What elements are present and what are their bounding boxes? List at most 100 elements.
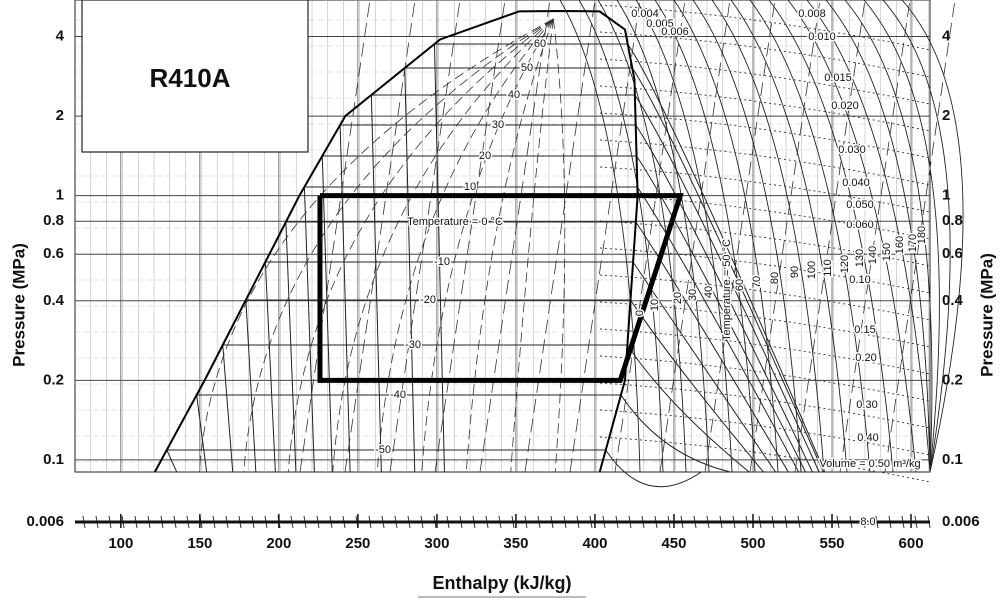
x-tick-label: 350 — [503, 535, 528, 552]
curve-label: 0.008 — [798, 8, 826, 20]
x-tick-label: 600 — [899, 535, 924, 552]
curve-label: 140 — [867, 246, 879, 264]
isotherm — [245, 299, 764, 473]
curve-label: 10 — [464, 181, 476, 193]
curve-label: 0.10 — [849, 274, 870, 286]
isentrope — [344, 0, 416, 473]
vapor-isotherm — [673, 0, 779, 473]
isentrope — [749, 0, 821, 473]
curve-label: 0.004 — [631, 8, 659, 20]
quality-line — [243, 18, 554, 473]
x-tick-label: 150 — [187, 535, 212, 552]
curve-label: 180 — [916, 226, 928, 244]
y-tick-label-right: 0.8 — [942, 212, 963, 229]
x-tick-label: 450 — [661, 535, 686, 552]
isotherm — [264, 261, 776, 473]
isolines — [75, 0, 964, 529]
y-tick-label: 0.2 — [43, 371, 64, 388]
y-tick-label-right: 0.006 — [942, 513, 980, 530]
vapor-isotherm — [768, 0, 894, 473]
curve-label: -40 — [390, 389, 406, 401]
quality-line — [332, 18, 554, 473]
curve-label: 40 — [703, 286, 715, 298]
y-tick-label-right: 1 — [942, 187, 950, 204]
isotherm — [339, 124, 813, 473]
curve-label: Volume = 0.50 m³/kg — [819, 458, 920, 470]
y-axis-label: Pressure (MPa) — [9, 243, 28, 367]
curve-label: -20 — [420, 294, 436, 306]
curve-label: -30 — [405, 339, 421, 351]
curve-label: 40 — [508, 89, 520, 101]
volume-line — [599, 85, 931, 132]
isentrope — [479, 0, 551, 473]
curve-label: 0.006 — [661, 26, 689, 38]
quality-line — [552, 18, 566, 473]
curve-label: 0.050 — [846, 199, 874, 211]
x-tick-label: 200 — [266, 535, 291, 552]
vapor-isotherm — [844, 0, 933, 473]
curve-label: 0.020 — [831, 100, 859, 112]
vapor-isotherm — [635, 0, 733, 473]
y-tick-label: 0.8 — [43, 212, 64, 229]
vapor-isotherm — [901, 0, 964, 473]
curve-label: 0.15 — [854, 324, 875, 336]
x-tick-label: 550 — [819, 535, 844, 552]
y-tick-label: 0.1 — [43, 451, 64, 468]
curve-label: 0.010 — [808, 31, 836, 43]
vapor-isotherm — [616, 0, 710, 473]
title-box — [81, 0, 309, 153]
curve-label: 0.040 — [842, 177, 870, 189]
curve-label: 80 — [769, 272, 781, 284]
y-tick-label: 1 — [56, 187, 64, 204]
curve-label: 110 — [822, 259, 834, 277]
curve-label: 0.20 — [855, 352, 876, 364]
x-tick-label: 500 — [740, 535, 765, 552]
isentrope — [704, 0, 776, 473]
curve-label: 0.005 — [646, 18, 674, 30]
curve-label: 0.40 — [857, 432, 878, 444]
curve-label: 160 — [894, 236, 906, 254]
y-tick-label-right: 0.4 — [942, 292, 964, 309]
isotherm — [196, 394, 731, 473]
curve-label: 60 — [734, 279, 746, 291]
vapor-isotherm — [806, 0, 931, 473]
curve-label: 170 — [907, 234, 919, 252]
y-tick-label-right: 0.6 — [942, 245, 963, 262]
curve-label: 8.0 — [860, 516, 875, 528]
refrigeration-cycle — [317, 193, 684, 383]
chart-title: R410A — [150, 63, 231, 93]
y-tick-label: 0.4 — [43, 292, 65, 309]
quality-line — [198, 18, 554, 473]
y-tick-label: 0.6 — [43, 245, 64, 262]
plot-frame — [74, 0, 931, 473]
vapor-isotherm — [711, 0, 825, 473]
curve-label: 0.060 — [846, 219, 874, 231]
curve-label: 30 — [492, 119, 504, 131]
isotherm — [165, 449, 702, 488]
curve-label: 150 — [881, 243, 893, 261]
isotherm — [321, 155, 806, 473]
curve-label: 0.30 — [856, 399, 877, 411]
x-tick-label: 250 — [345, 535, 370, 552]
y-tick-label-right: 0.1 — [942, 451, 963, 468]
isotherm — [433, 43, 826, 473]
curve-label: -10 — [434, 256, 450, 268]
curve-label: 50 — [521, 62, 533, 74]
quality-line — [287, 18, 554, 473]
y-tick-label-right: 0.2 — [942, 371, 963, 388]
vapor-isotherm — [559, 0, 641, 473]
curve-label: 60 — [534, 38, 546, 50]
curve-label: 10 — [649, 299, 661, 311]
y-axis-label-right: Pressure (MPa) — [977, 253, 996, 377]
vapor-isotherm — [749, 0, 871, 473]
curve-label: 90 — [789, 266, 801, 278]
curve-label: 100 — [806, 261, 818, 279]
y-tick-label-right: 4 — [942, 28, 951, 45]
curve-label: 30 — [687, 289, 699, 301]
quality-line — [376, 18, 554, 473]
quality-line — [510, 18, 554, 473]
vapor-isotherm — [863, 0, 940, 473]
x-tick-label: 100 — [108, 535, 133, 552]
quality-line — [465, 18, 554, 473]
curve-label: 70 — [751, 276, 763, 288]
